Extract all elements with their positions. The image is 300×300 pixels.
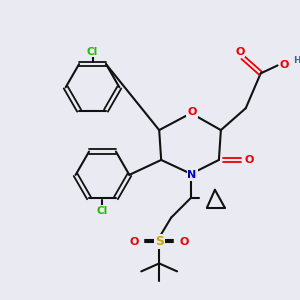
Text: O: O: [179, 236, 189, 247]
Text: Cl: Cl: [97, 206, 108, 216]
Text: Cl: Cl: [87, 46, 98, 56]
Text: N: N: [188, 170, 196, 180]
Text: O: O: [244, 155, 254, 165]
Text: H: H: [293, 56, 300, 65]
Text: S: S: [155, 235, 164, 248]
Text: O: O: [187, 107, 197, 117]
Text: O: O: [235, 46, 244, 56]
Text: O: O: [280, 60, 289, 70]
Text: O: O: [130, 236, 139, 247]
